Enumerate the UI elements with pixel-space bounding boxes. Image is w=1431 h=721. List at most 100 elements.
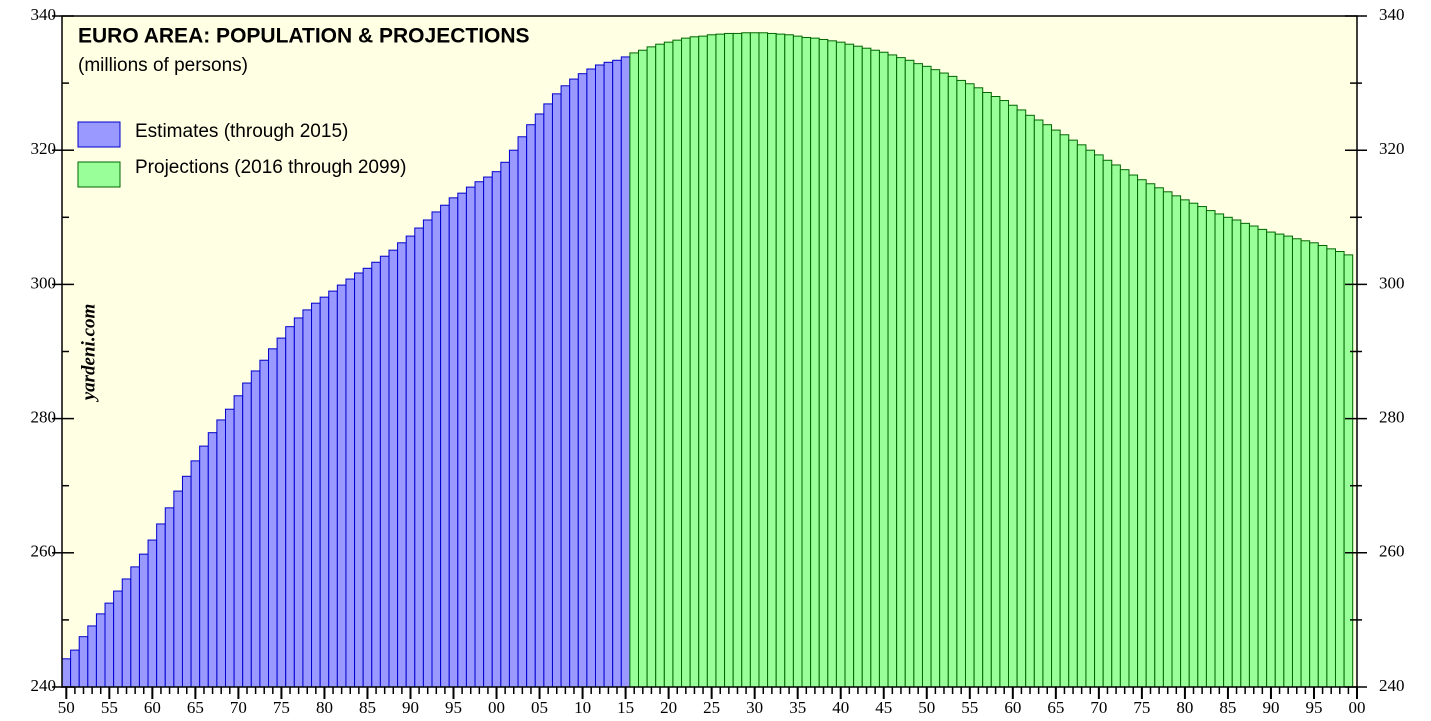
y-tick-label: 240 <box>31 676 57 695</box>
bar <box>448 197 459 688</box>
bar <box>586 68 596 688</box>
bar <box>302 309 313 688</box>
x-tick-label: 70 <box>1090 698 1107 717</box>
bar <box>87 625 97 688</box>
bar <box>1274 233 1285 688</box>
bar <box>319 296 330 688</box>
x-tick-label: 95 <box>1305 698 1322 717</box>
x-tick-label: 25 <box>703 698 720 717</box>
bar <box>655 43 665 688</box>
bar <box>964 83 975 688</box>
bar <box>1300 240 1311 688</box>
bar <box>835 41 846 688</box>
bar <box>397 242 407 688</box>
bar <box>250 370 261 688</box>
bar <box>70 649 80 688</box>
bar <box>1051 129 1061 688</box>
legend-label: Estimates (through 2015) <box>135 121 348 142</box>
bar <box>1205 210 1216 688</box>
bar <box>216 419 226 688</box>
bar <box>440 204 450 688</box>
legend-swatch <box>77 121 121 148</box>
bar <box>1016 109 1027 688</box>
x-tick-label: 05 <box>531 698 548 717</box>
legend-label-box: Projections (2016 through 2099) <box>135 157 407 178</box>
bar <box>311 302 321 688</box>
x-tick-label: 90 <box>1262 698 1279 717</box>
bar <box>113 590 123 688</box>
bar <box>130 566 140 688</box>
bar <box>741 32 751 688</box>
x-tick-label: 50 <box>58 698 75 717</box>
x-tick-label: 65 <box>187 698 204 717</box>
x-tick-label: 20 <box>660 698 677 717</box>
bar <box>526 124 536 688</box>
bar <box>818 38 829 688</box>
bar <box>1326 248 1336 688</box>
bar <box>956 79 966 688</box>
y-tick-label: 320 <box>31 139 57 158</box>
bar <box>767 32 777 688</box>
bar <box>1257 228 1268 688</box>
bar <box>827 40 837 688</box>
bar <box>990 96 1001 688</box>
bar <box>1128 174 1139 688</box>
bar <box>577 73 588 688</box>
bar <box>242 382 252 688</box>
bar <box>336 284 347 688</box>
bar <box>1145 183 1156 688</box>
bar <box>878 51 889 688</box>
bar <box>1291 238 1302 688</box>
y2-tick-label: 340 <box>1379 5 1405 24</box>
bar <box>896 57 906 688</box>
chart-title: EURO AREA: POPULATION & PROJECTIONS <box>78 25 530 48</box>
legend-label: Projections (2016 through 2099) <box>135 157 407 178</box>
x-tick-label: 35 <box>789 698 806 717</box>
bar <box>560 85 571 688</box>
y-tick-label: 280 <box>31 408 57 427</box>
bar <box>1309 242 1319 688</box>
bar <box>259 359 270 688</box>
chart-subtitle: (millions of persons) <box>78 55 248 76</box>
bar <box>1008 104 1018 688</box>
bar <box>405 235 416 688</box>
bar <box>947 75 958 688</box>
bar <box>612 59 622 688</box>
bar <box>1283 235 1293 688</box>
bar <box>1068 139 1078 688</box>
x-tick-label: 10 <box>574 698 591 717</box>
bar <box>982 91 992 688</box>
x-tick-label: 65 <box>1047 698 1064 717</box>
bar <box>810 37 820 688</box>
bar <box>138 553 149 688</box>
bar <box>1059 134 1070 688</box>
x-tick-label: 75 <box>273 698 290 717</box>
x-tick-label: 60 <box>1004 698 1021 717</box>
bar <box>784 34 794 688</box>
bar <box>164 507 175 688</box>
y-tick-label: 340 <box>31 5 57 24</box>
x-tick-label: 95 <box>445 698 462 717</box>
bar <box>207 432 218 688</box>
x-tick-label: 55 <box>961 698 978 717</box>
bar <box>775 33 786 688</box>
bar <box>61 658 72 688</box>
bar <box>508 149 519 688</box>
bar <box>104 602 115 688</box>
bar <box>1317 244 1328 688</box>
bar <box>173 490 183 688</box>
bar <box>379 255 390 688</box>
bar <box>1188 202 1199 688</box>
x-tick-label: 00 <box>1349 698 1366 717</box>
x-tick-label: 90 <box>402 698 419 717</box>
bar <box>362 267 373 688</box>
bar <box>328 290 338 688</box>
bar <box>1162 191 1173 688</box>
bar <box>930 69 941 688</box>
x-tick-label: 45 <box>875 698 892 717</box>
bar <box>732 32 743 688</box>
bar <box>1102 159 1113 688</box>
bar <box>569 78 579 688</box>
bar <box>285 326 295 688</box>
